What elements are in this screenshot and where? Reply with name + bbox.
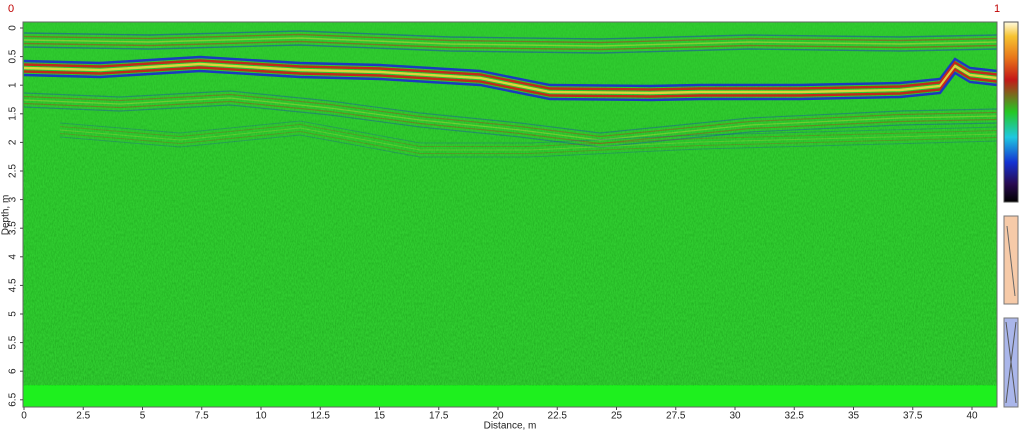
reflector-stripe xyxy=(23,97,998,141)
reflector-stripe xyxy=(59,120,998,144)
y-tick-label: 1.5 xyxy=(8,106,19,120)
noise-texture xyxy=(23,22,997,386)
reflector-stripe xyxy=(59,134,998,158)
y-tick-label: 6.5 xyxy=(8,392,19,406)
reflector-stripe xyxy=(59,123,998,147)
y-tick-label: 5.5 xyxy=(8,335,19,349)
x-tick-label: 5 xyxy=(140,411,146,422)
y-axis-label: Depth, m xyxy=(1,195,12,236)
reflector-stripe xyxy=(23,90,998,134)
reflector-stripe xyxy=(23,104,998,148)
reflector-stripe xyxy=(23,44,998,54)
left-marker: 0 xyxy=(8,3,14,15)
y-tick-label: 1 xyxy=(8,82,19,88)
reflector-stripe xyxy=(59,130,998,154)
x-tick-label: 17.5 xyxy=(429,411,449,422)
x-tick-label: 22.5 xyxy=(548,411,568,422)
x-tick-label: 2.5 xyxy=(76,411,90,422)
x-tick-label: 27.5 xyxy=(666,411,686,422)
y-tick-label: 6 xyxy=(8,368,19,374)
x-tick-label: 25 xyxy=(611,411,623,422)
x-tick-label: 30 xyxy=(729,411,741,422)
y-tick-label: 5 xyxy=(8,311,19,317)
x-tick-label: 35 xyxy=(848,411,860,422)
reflector-stripe xyxy=(59,127,998,151)
x-tick-label: 12.5 xyxy=(311,411,331,422)
reflector-stripe xyxy=(23,69,998,102)
x-tick-label: 32.5 xyxy=(785,411,805,422)
y-tick-label: 3 xyxy=(8,196,19,202)
y-tick-label: 2.5 xyxy=(8,164,19,178)
x-tick-label: 37.5 xyxy=(903,411,923,422)
bottom-strip xyxy=(23,385,997,407)
plot-frame xyxy=(22,21,998,408)
filter-shape xyxy=(1005,321,1017,404)
gain-curve xyxy=(1006,225,1016,297)
color-bar xyxy=(1003,21,1019,203)
reflector-stripe xyxy=(23,62,998,95)
reflector-stripe xyxy=(23,55,998,88)
reflector-stripe xyxy=(23,59,998,91)
x-tick-label: 10 xyxy=(255,411,267,422)
x-tick-label: 20 xyxy=(492,411,504,422)
x-tick-label: 0 xyxy=(21,411,27,422)
right-marker: 1 xyxy=(994,3,1000,15)
y-tick-label: 4 xyxy=(8,254,19,260)
y-tick-label: 4.5 xyxy=(8,278,19,292)
y-tick-label: 0.5 xyxy=(8,49,19,63)
reflector-stripe xyxy=(23,30,998,40)
reflector-stripe xyxy=(23,40,998,51)
x-tick-label: 7.5 xyxy=(195,411,209,422)
reflector-stripe xyxy=(23,100,998,145)
reflector-stripe xyxy=(23,33,998,44)
reflector-stripe xyxy=(23,37,998,47)
y-tick-label: 0 xyxy=(8,25,19,31)
reflector-stripe xyxy=(23,93,998,138)
x-tick-label: 40 xyxy=(966,411,978,422)
y-tick-label: 3.5 xyxy=(8,221,19,235)
reflector-stripe xyxy=(23,66,998,98)
reflectors xyxy=(23,30,998,158)
x-tick-label: 15 xyxy=(374,411,386,422)
x-axis-label: Distance, m xyxy=(484,421,537,431)
y-tick-label: 2 xyxy=(8,139,19,145)
